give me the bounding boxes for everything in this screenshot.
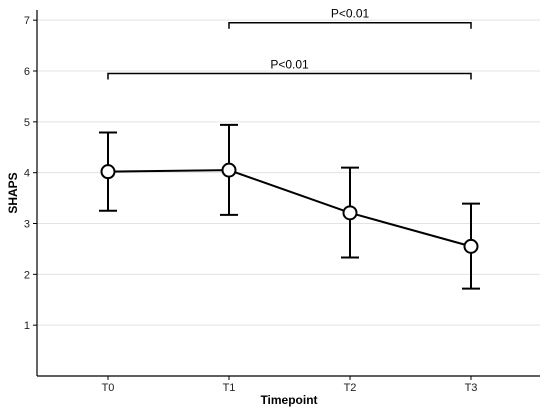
y-tick-label: 7 bbox=[24, 15, 30, 27]
y-tick-label: 3 bbox=[24, 219, 30, 231]
series-line bbox=[107, 169, 472, 248]
ticks-layer: 1 2 3 4 5 6 7 T0 T1 T2 T3 bbox=[24, 15, 478, 394]
y-tick-label: 1 bbox=[24, 320, 30, 332]
significance-label: P<0.01 bbox=[270, 58, 309, 72]
x-tick-label: T0 bbox=[102, 382, 115, 394]
data-point bbox=[221, 162, 237, 178]
x-tick-label: T1 bbox=[223, 382, 236, 394]
significance-label: P<0.01 bbox=[331, 7, 370, 21]
significance-bracket bbox=[107, 72, 472, 80]
data-point bbox=[100, 164, 116, 180]
data-point bbox=[463, 238, 479, 254]
y-tick-label: 4 bbox=[24, 168, 30, 180]
y-tick-label: 6 bbox=[24, 66, 30, 78]
y-axis-title: SHAPS bbox=[6, 172, 20, 213]
significance-bracket bbox=[228, 21, 472, 29]
y-tick-label: 2 bbox=[24, 269, 30, 281]
x-tick-label: T3 bbox=[465, 382, 478, 394]
x-axis-title: Timepoint bbox=[260, 393, 317, 407]
annotation-layer: P<0.01 P<0.01 bbox=[107, 7, 472, 80]
series-layer bbox=[99, 123, 480, 290]
y-tick-label: 5 bbox=[24, 117, 30, 129]
x-tick-label: T2 bbox=[344, 382, 357, 394]
grid-layer bbox=[37, 19, 540, 326]
data-point bbox=[342, 205, 358, 221]
